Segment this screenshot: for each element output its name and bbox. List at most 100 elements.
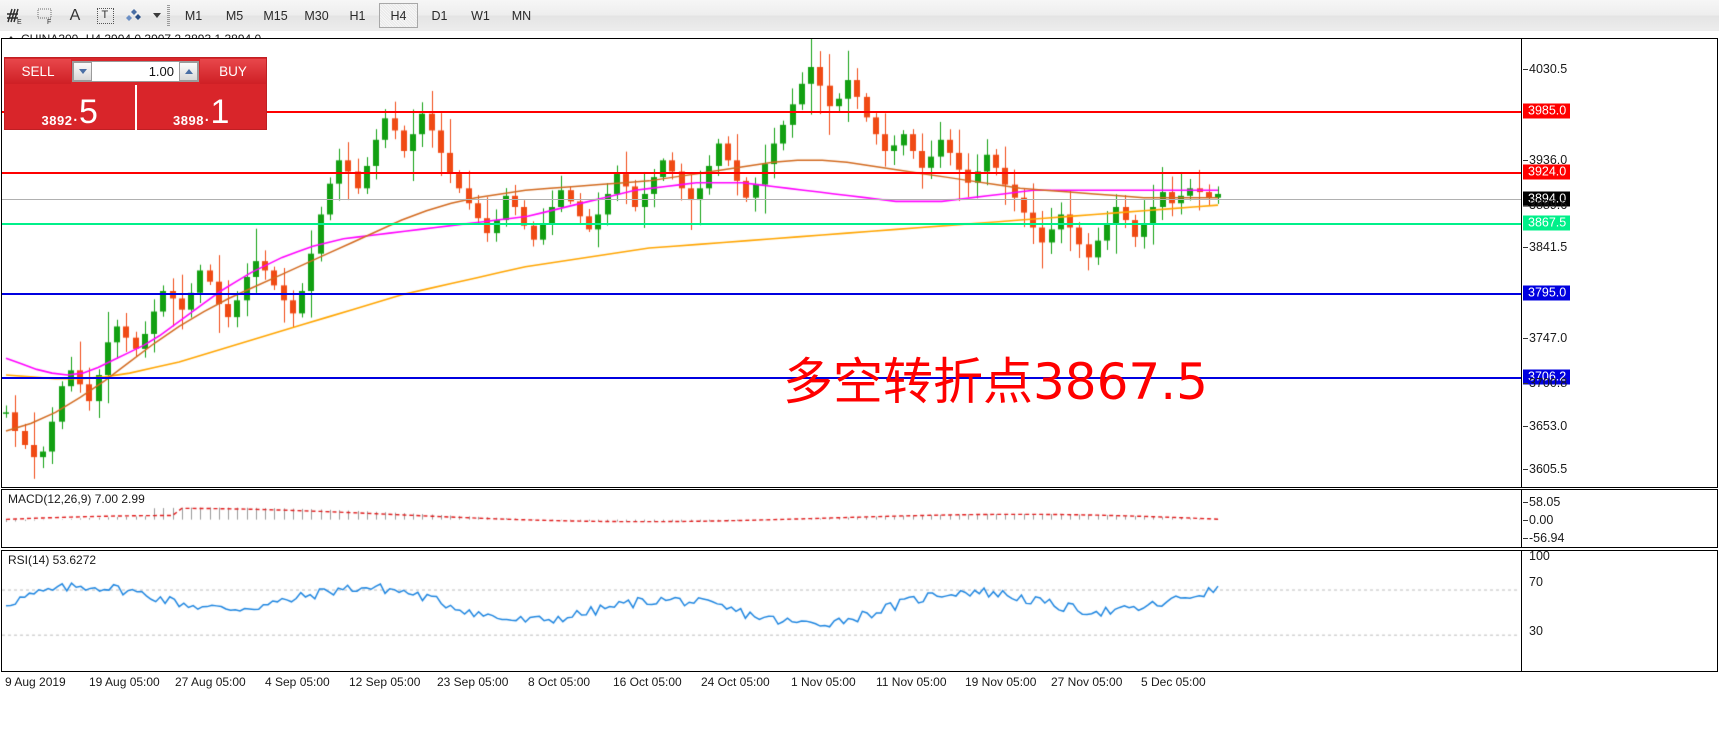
time-label: 27 Nov 05:00	[1051, 675, 1123, 689]
timeframe-d1[interactable]: D1	[431, 8, 448, 23]
price-chip-3795.0: 3795.0	[1523, 285, 1571, 301]
toolbar-grip[interactable]	[164, 4, 173, 27]
chart-annotation-text: 多空转折点3867.5	[783, 353, 1208, 411]
support-3706[interactable]	[2, 377, 1521, 379]
volume-value[interactable]: 1.00	[148, 64, 174, 79]
time-label: 9 Aug 2019	[5, 675, 66, 689]
svg-text:F: F	[47, 19, 51, 26]
sell-price-decimal: 5	[79, 93, 98, 131]
macd-tick	[1523, 502, 1528, 503]
rsi-pane[interactable]: RSI(14) 53.6272 100 70 30	[1, 549, 1718, 672]
macd-tick	[1523, 520, 1528, 521]
price-tick	[1523, 383, 1528, 384]
pivot-3867[interactable]	[2, 223, 1521, 225]
objects-icon[interactable]	[120, 1, 150, 30]
time-label: 11 Nov 05:00	[876, 675, 947, 689]
price-chip-3924.0: 3924.0	[1523, 164, 1571, 180]
price-tick	[1523, 160, 1528, 161]
timeframe-m1[interactable]: M1	[184, 8, 203, 23]
sell-price[interactable]: 3892 . 5	[5, 85, 137, 130]
trade-panel-top-row: SELL 1.00 BUY	[5, 58, 266, 85]
price-tick	[1523, 247, 1528, 248]
timeframe-h1[interactable]: H1	[349, 8, 366, 23]
price-tick	[1523, 205, 1528, 206]
timeframe-m5[interactable]: M5	[225, 8, 244, 23]
buy-price[interactable]: 3898 . 1	[137, 85, 267, 130]
buy-price-integer: 3898	[173, 113, 204, 128]
rsi-caption: RSI(14) 53.6272	[8, 553, 97, 567]
time-label: 8 Oct 05:00	[528, 675, 591, 689]
macd-label-0.00: 0.00	[1529, 513, 1554, 527]
time-label: 1 Nov 05:00	[791, 675, 856, 689]
time-label: 24 Oct 05:00	[701, 675, 770, 689]
timeframe-m15[interactable]: M15	[263, 8, 288, 23]
macd-canvas	[2, 490, 1717, 547]
price-axis-divider	[1521, 39, 1522, 487]
templates-icon[interactable]: F	[30, 1, 60, 30]
price-label-3700.8: 3700.8	[1529, 376, 1568, 390]
time-axis[interactable]: 9 Aug 2019 19 Aug 05:00 27 Aug 05:00 4 Sep …	[1, 672, 1718, 696]
timeframe-mn[interactable]: MN	[511, 8, 532, 23]
one-click-trading-panel[interactable]: SELL 1.00 BUY 3892 . 5 3898 . 1	[4, 57, 267, 130]
time-label: 27 Aug 05:00	[175, 675, 246, 689]
price-tick	[1523, 469, 1528, 470]
timeframe-h4[interactable]: H4	[379, 3, 418, 28]
price-chip-3867.5: 3867.5	[1523, 215, 1571, 231]
text-icon[interactable]: A	[69, 6, 81, 24]
rsi-axis-divider	[1521, 551, 1522, 671]
price-label-3653.0: 3653.0	[1529, 419, 1568, 433]
volume-decrement-button[interactable]	[73, 62, 92, 81]
price-label-4030.5: 4030.5	[1529, 62, 1568, 76]
price-tick	[1523, 426, 1528, 427]
price-chip-3894.0: 3894.0	[1523, 191, 1571, 207]
rsi-canvas	[2, 551, 1717, 671]
sell-button[interactable]: SELL	[5, 59, 71, 84]
macd-label--56.94: -56.94	[1529, 531, 1565, 545]
volume-stepper[interactable]: 1.00	[72, 61, 199, 82]
time-label: 4 Sep 05:00	[265, 675, 330, 689]
buy-button[interactable]: BUY	[200, 59, 266, 84]
buy-price-dot: .	[203, 104, 210, 126]
timeframe-w1[interactable]: W1	[471, 8, 490, 23]
sell-price-integer: 3892	[41, 113, 73, 128]
current-price-line[interactable]	[2, 199, 1521, 200]
svg-text:E: E	[17, 19, 22, 26]
rsi-label-70: 70	[1529, 575, 1543, 589]
dropdown-caret-icon[interactable]	[150, 1, 164, 30]
textlabel-icon[interactable]: T	[90, 1, 120, 30]
candlestick-canvas	[2, 39, 1717, 487]
price-chip-3706.2: 3706.2	[1523, 369, 1571, 385]
buy-price-decimal: 1	[210, 93, 230, 131]
rsi-label-30: 30	[1529, 624, 1543, 638]
macd-pane[interactable]: MACD(12,26,9) 7.00 2.99 58.05 0.00 -56.94	[1, 489, 1718, 548]
price-tick	[1523, 338, 1528, 339]
resistance-3985[interactable]	[2, 111, 1521, 113]
time-label: 5 Dec 05:00	[1141, 675, 1206, 689]
macd-caption: MACD(12,26,9) 7.00 2.99	[8, 492, 145, 506]
macd-tick	[1523, 538, 1528, 539]
time-label: 16 Oct 05:00	[613, 675, 682, 689]
macd-axis-divider	[1521, 490, 1522, 547]
price-label-3889.6: 3889.6	[1529, 198, 1568, 212]
resistance-3924[interactable]	[2, 172, 1521, 174]
main-toolbar: E F A T M1 M5 M15 M30 H1 H4 D1 W1 MN	[0, 0, 1719, 32]
price-label-3605.5: 3605.5	[1529, 462, 1568, 476]
time-label: 19 Aug 05:00	[89, 675, 160, 689]
sell-price-dot: .	[72, 104, 79, 126]
price-tick	[1523, 69, 1528, 70]
volume-increment-button[interactable]	[179, 62, 198, 81]
price-label-3841.5: 3841.5	[1529, 240, 1568, 254]
macd-label-58.05: 58.05	[1529, 495, 1561, 509]
indicators-icon[interactable]: E	[0, 1, 30, 30]
support-3795[interactable]	[2, 293, 1521, 295]
price-chart-pane[interactable]: 4030.5 3985.0 3936.0 3924.0 3894.0 3889.6 3867…	[1, 38, 1718, 488]
price-label-3747.0: 3747.0	[1529, 331, 1568, 345]
rsi-label-100: 100	[1529, 549, 1550, 563]
time-label: 23 Sep 05:00	[437, 675, 509, 689]
price-label-3936.0: 3936.0	[1529, 153, 1568, 167]
price-chip-3985.0: 3985.0	[1523, 103, 1571, 119]
timeframe-m30[interactable]: M30	[304, 8, 329, 23]
time-label: 19 Nov 05:00	[965, 675, 1037, 689]
trade-panel-prices: 3892 . 5 3898 . 1	[5, 85, 266, 130]
time-label: 12 Sep 05:00	[349, 675, 421, 689]
